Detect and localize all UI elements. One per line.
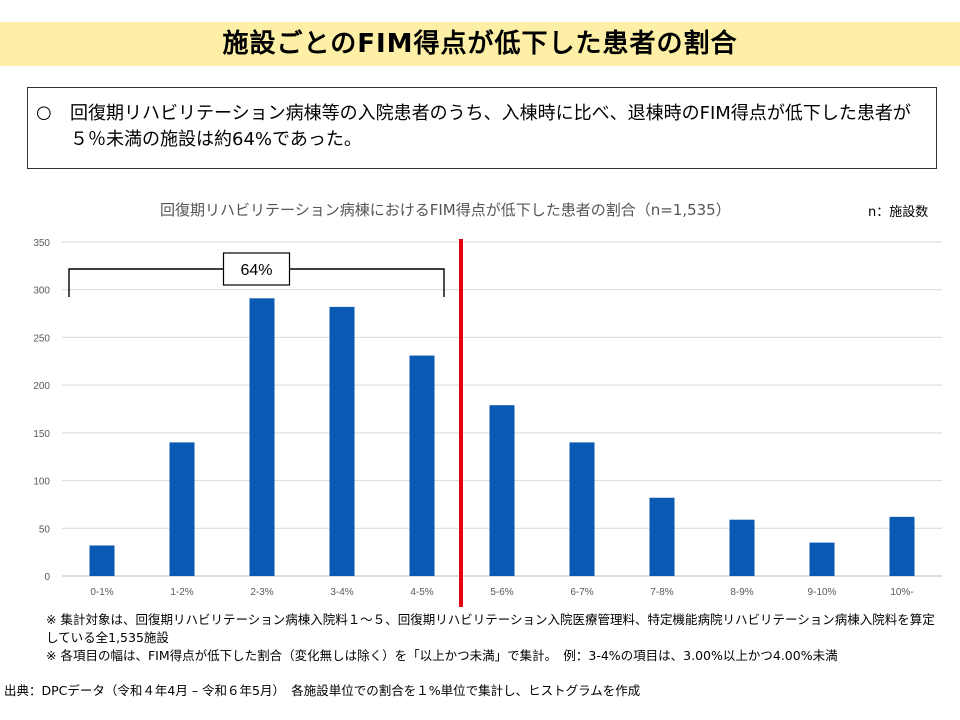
x-tick-label: 2-3% bbox=[250, 587, 273, 598]
page-title: 施設ごとのFIM得点が低下した患者の割合 bbox=[222, 29, 738, 59]
x-tick-label: 10%- bbox=[890, 587, 913, 598]
histogram-chart: 0 50 100 150 200 250 300 350 0-1% 1-2% 2-3% 3-4% 4-… bbox=[33, 238, 942, 607]
bar-5-6% bbox=[489, 405, 515, 576]
y-tick-label: 300 bbox=[33, 286, 50, 297]
y-tick-label: 150 bbox=[33, 429, 50, 440]
x-tick-label: 1-2% bbox=[170, 587, 193, 598]
summary-text: 回復期リハビリテーション病棟等の入院患者のうち、入棟時に比べ、退棟時のFIM得点… bbox=[70, 103, 911, 150]
bar-8-9% bbox=[729, 519, 755, 576]
chart-title: 回復期リハビリテーション病棟におけるFIM得点が低下した患者の割合（n=1,53… bbox=[160, 201, 731, 219]
y-tick-label: 350 bbox=[33, 238, 50, 249]
sample-size-note: n：施設数 bbox=[868, 205, 929, 220]
bracket-64-percent: 64% bbox=[68, 252, 445, 297]
x-axis-ticks: 0-1% 1-2% 2-3% 3-4% 4-5% 5-6% 6-7% 7-8% 8-9% 9-10… bbox=[90, 587, 913, 598]
bullet-circle-icon: ○ bbox=[36, 102, 52, 123]
x-tick-label: 6-7% bbox=[570, 587, 593, 598]
bracket-label-box bbox=[222, 252, 291, 286]
source-note: 出典：DPCデータ（令和４年4月 – 令和６年5月） 各施設単位での割合を１%単… bbox=[4, 683, 641, 698]
bar-6-7% bbox=[569, 442, 595, 576]
bar-1-2% bbox=[169, 442, 195, 576]
summary-box: ○ 回復期リハビリテーション病棟等の入院患者のうち、入棟時に比べ、退棟時のFIM… bbox=[27, 87, 937, 169]
x-tick-label: 8-9% bbox=[730, 587, 753, 598]
x-tick-label: 3-4% bbox=[330, 587, 353, 598]
x-tick-label: 0-1% bbox=[90, 587, 113, 598]
y-tick-label: 250 bbox=[33, 333, 50, 344]
title-band bbox=[0, 22, 960, 66]
x-tick-label: 4-5% bbox=[410, 587, 433, 598]
bar-3-4% bbox=[329, 306, 355, 576]
x-tick-label: 9-10% bbox=[808, 587, 837, 598]
bar-9-10% bbox=[809, 542, 835, 576]
notes: ※ 集計対象は、回復期リハビリテーション病棟入院料１～５、回復期リハビリテーショ… bbox=[46, 611, 946, 665]
note-line-1: ※ 集計対象は、回復期リハビリテーション病棟入院料１～５、回復期リハビリテーショ… bbox=[46, 612, 935, 645]
bar-10%- bbox=[889, 516, 915, 576]
bar-7-8% bbox=[649, 497, 675, 576]
bar-0-1% bbox=[89, 545, 115, 576]
y-tick-label: 100 bbox=[33, 477, 50, 488]
x-tick-label: 7-8% bbox=[650, 587, 673, 598]
y-tick-label: 200 bbox=[33, 381, 50, 392]
x-tick-label: 5-6% bbox=[490, 587, 513, 598]
note-line-2: ※ 各項目の幅は、FIM得点が低下した割合（変化無しは除く）を「以上かつ未満」で… bbox=[46, 648, 838, 663]
bar-4-5% bbox=[409, 355, 435, 576]
bars bbox=[89, 298, 915, 576]
y-axis-ticks: 0 50 100 150 200 250 300 350 bbox=[33, 238, 50, 583]
bracket-label: 64% bbox=[240, 262, 272, 279]
y-tick-label: 50 bbox=[39, 524, 51, 535]
y-tick-label: 0 bbox=[44, 572, 50, 583]
bar-2-3% bbox=[249, 298, 275, 576]
